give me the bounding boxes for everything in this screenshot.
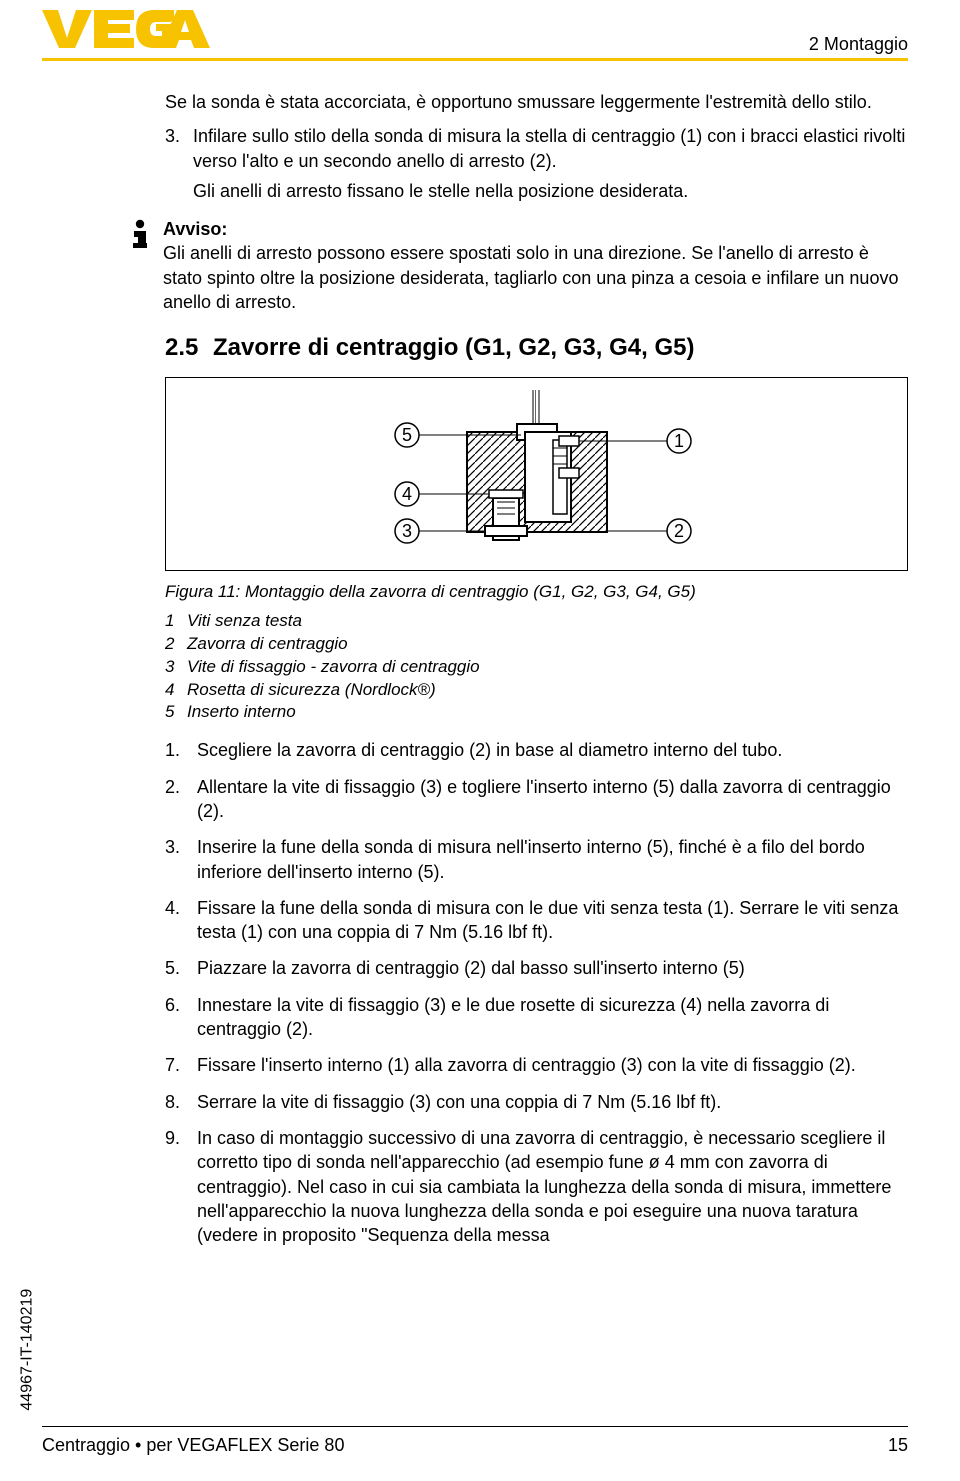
avviso-text: Gli anelli di arresto possono essere spo… <box>163 241 908 314</box>
avviso-label: Avviso: <box>163 217 908 241</box>
heading-number: 2.5 <box>165 332 213 364</box>
top-ordered-list: 3. Infilare sullo stilo della sonda di m… <box>165 124 908 203</box>
page-content: Se la sonda è stata accorciata, è opport… <box>165 90 908 1259</box>
callout-3: 3 <box>401 521 411 541</box>
list-number: 3. <box>165 124 193 203</box>
figure-diagram: 5 1 4 3 2 <box>307 390 767 560</box>
step-item: 3.Inserire la fune della sonda di misura… <box>165 835 908 884</box>
callout-1: 1 <box>673 431 683 451</box>
steps-list: 1.Scegliere la zavorra di centraggio (2)… <box>165 738 908 1247</box>
header-rule <box>42 58 908 61</box>
avviso-block: Avviso: Gli anelli di arresto possono es… <box>165 217 908 314</box>
step-item: 9.In caso di montaggio successivo di una… <box>165 1126 908 1247</box>
list-text: Infilare sullo stilo della sonda di misu… <box>193 124 908 173</box>
callout-5: 5 <box>401 425 411 445</box>
page-header: 2 Montaggio <box>0 0 960 64</box>
page-number: 15 <box>888 1433 908 1457</box>
figure-11: 5 1 4 3 2 <box>165 377 908 571</box>
callout-4: 4 <box>401 484 411 504</box>
intro-paragraph: Se la sonda è stata accorciata, è opport… <box>165 90 908 114</box>
vega-logo <box>42 8 210 50</box>
step-item: 2.Allentare la vite di fissaggio (3) e t… <box>165 775 908 824</box>
footer-rule <box>42 1426 908 1427</box>
section-label: 2 Montaggio <box>809 32 908 56</box>
page-footer: Centraggio • per VEGAFLEX Serie 80 15 <box>42 1433 908 1457</box>
callout-2: 2 <box>673 521 683 541</box>
step-item: 8.Serrare la vite di fissaggio (3) con u… <box>165 1090 908 1114</box>
figure-legend: 1Viti senza testa 2Zavorra di centraggio… <box>165 610 908 725</box>
heading-2-5: 2.5Zavorre di centraggio (G1, G2, G3, G4… <box>165 332 908 364</box>
footer-title: Centraggio • per VEGAFLEX Serie 80 <box>42 1433 344 1457</box>
figure-caption: Figura 11: Montaggio della zavorra di ce… <box>165 581 908 604</box>
list-item: 3. Infilare sullo stilo della sonda di m… <box>165 124 908 203</box>
document-reference-vertical: 44967-IT-140219 <box>16 1289 38 1411</box>
list-text: Gli anelli di arresto fissano le stelle … <box>193 179 908 203</box>
heading-title: Zavorre di centraggio (G1, G2, G3, G4, G… <box>213 334 694 361</box>
step-item: 1.Scegliere la zavorra di centraggio (2)… <box>165 738 908 762</box>
info-icon <box>127 219 153 255</box>
step-item: 6.Innestare la vite di fissaggio (3) e l… <box>165 993 908 1042</box>
step-item: 5.Piazzare la zavorra di centraggio (2) … <box>165 956 908 980</box>
step-item: 4.Fissare la fune della sonda di misura … <box>165 896 908 945</box>
step-item: 7.Fissare l'inserto interno (1) alla zav… <box>165 1053 908 1077</box>
